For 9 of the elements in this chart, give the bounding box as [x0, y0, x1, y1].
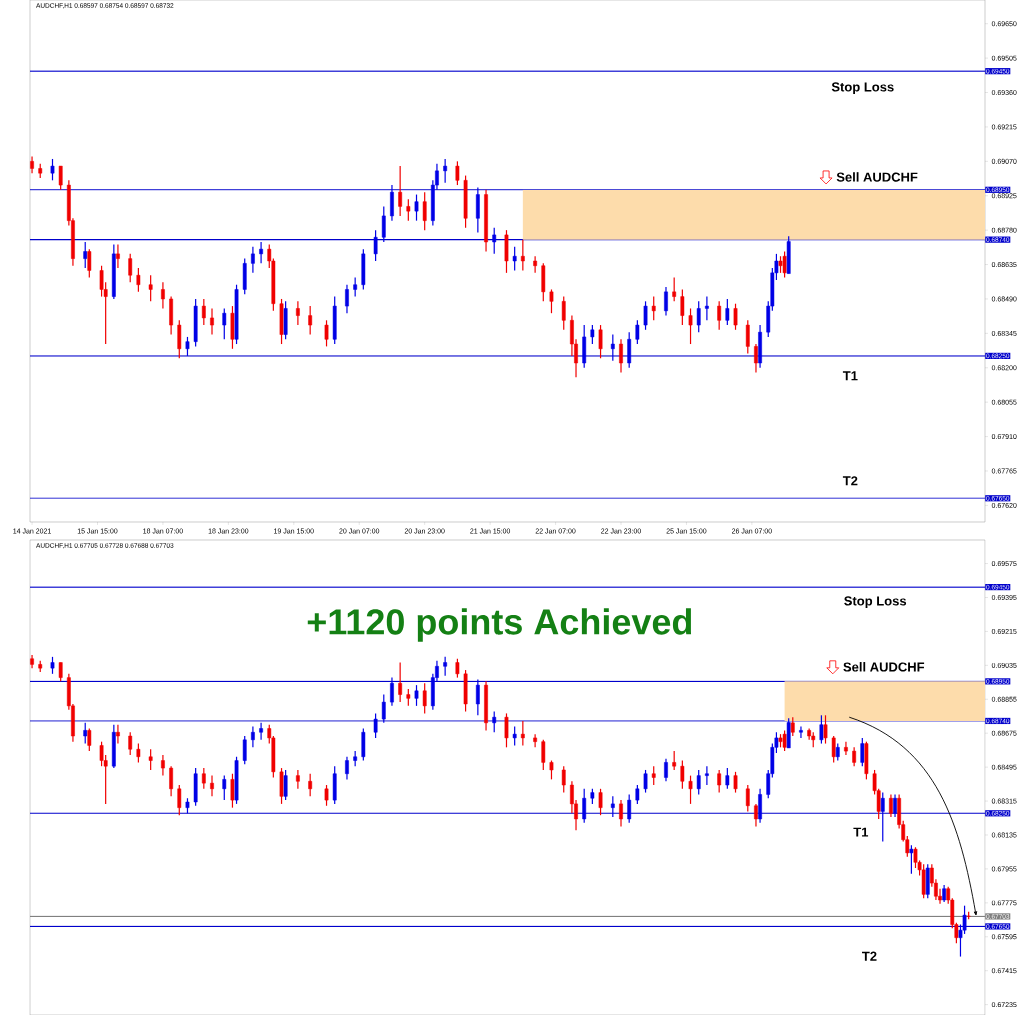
annotation: Sell AUDCHF	[836, 172, 918, 182]
annotation: T1	[853, 827, 869, 837]
annotation: T2	[842, 476, 858, 486]
annotation: T1	[842, 371, 858, 381]
annotation: Sell AUDCHF	[843, 662, 925, 672]
annotation: +1120 points Achieved	[307, 608, 692, 642]
annotation: Stop Loss	[831, 82, 894, 95]
annotation: T2	[862, 951, 877, 961]
annotation: Stop Loss	[844, 596, 907, 609]
